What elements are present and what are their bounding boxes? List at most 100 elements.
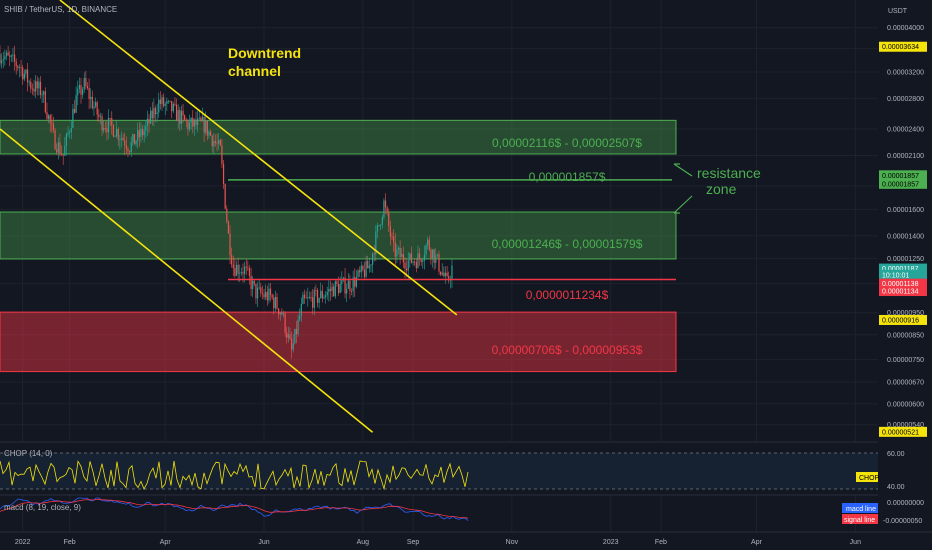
candle-body <box>265 291 267 298</box>
candle-body <box>206 121 208 136</box>
candle-body <box>18 67 21 68</box>
time-tick-label: Sep <box>407 539 420 546</box>
candle-body <box>5 52 8 57</box>
price-tick-label: 0.00002100 <box>887 153 924 160</box>
candle-body <box>414 261 416 263</box>
candle-body <box>341 280 343 285</box>
candle-body <box>336 281 338 285</box>
candle-body <box>67 132 69 135</box>
candle-body <box>26 69 29 83</box>
trendline-1 <box>0 128 374 433</box>
candle-body <box>205 121 207 133</box>
price-axis-unit: USDT <box>888 8 908 15</box>
candle-body <box>260 287 262 294</box>
candle-body <box>384 200 387 208</box>
candle-body <box>73 108 76 113</box>
candle-body <box>418 253 421 260</box>
price-badge <box>879 269 927 280</box>
symbol-header[interactable]: SHIB / TetherUS, 1D, BINANCE <box>4 5 117 14</box>
time-tick-label: Feb <box>655 539 667 546</box>
macd-pane[interactable]: macd (8, 19, close, 9) 0.00000000 -0.000… <box>0 494 924 525</box>
candle-body <box>371 253 374 265</box>
candle-body <box>355 276 357 287</box>
candle-body <box>222 163 225 185</box>
candle-body <box>448 276 450 281</box>
trendlines <box>0 0 458 433</box>
candle-body <box>203 117 205 133</box>
candle-body <box>290 338 293 350</box>
candle-body <box>240 272 242 273</box>
macd-tick-neg: -0.00000050 <box>883 518 922 525</box>
candle-body <box>221 145 223 164</box>
candle-body <box>2 59 4 61</box>
signal-line <box>0 498 469 519</box>
candle-body <box>54 130 56 150</box>
candle-body <box>193 119 195 127</box>
candle-body <box>159 99 161 104</box>
candle-body <box>294 329 296 344</box>
candle-body <box>135 140 137 145</box>
candle-body <box>376 225 379 232</box>
zone-label-lower: 0,00000706$ - 0,00000953$ <box>492 343 643 357</box>
candle-body <box>69 131 71 133</box>
candle-body <box>120 138 123 140</box>
candle-body <box>190 117 192 123</box>
candle-body <box>15 61 17 67</box>
candle-body <box>428 239 430 250</box>
candle-body <box>227 221 230 234</box>
candle-body <box>406 268 408 271</box>
candle-body <box>415 261 417 269</box>
candle-body <box>431 249 434 259</box>
candle-body <box>287 334 289 338</box>
price-tick-label: 0.00000950 <box>887 310 924 317</box>
candle-body <box>20 67 22 68</box>
candle-body <box>312 297 314 308</box>
price-badge <box>879 41 927 52</box>
candle-body <box>72 108 74 128</box>
candle-body <box>365 260 367 277</box>
candle-body <box>357 270 359 277</box>
price-tick-label: 0.00000750 <box>887 357 924 364</box>
candle-body <box>185 120 187 122</box>
candle-body <box>331 286 333 291</box>
time-axis[interactable]: 2022 Feb Apr Jun Aug Sep Nov 2023 Feb Apr Jun <box>15 539 861 546</box>
candle-body <box>363 269 366 277</box>
chop-pane[interactable]: CHOP (14, 0) 60.00 40.00 CHOP <box>0 441 905 494</box>
candle-body <box>258 287 260 289</box>
candle-body <box>57 142 59 153</box>
candle-body <box>88 88 90 99</box>
time-tick-label: Jun <box>258 539 269 546</box>
candle-body <box>367 260 369 269</box>
candle-body <box>255 283 257 299</box>
candle-body <box>352 277 354 292</box>
candle-body <box>117 129 119 140</box>
candle-body <box>124 140 126 146</box>
candle-body <box>410 253 413 263</box>
candle-body <box>451 265 453 280</box>
candle-body <box>195 119 197 125</box>
price-tick-label: 0.00001250 <box>887 256 924 263</box>
candle-body <box>33 88 35 92</box>
candle-body <box>219 140 221 146</box>
candle-body <box>180 110 183 124</box>
candle-body <box>91 96 93 109</box>
candle-body <box>109 118 111 119</box>
price-tick-label: 0.00000540 <box>887 422 924 429</box>
candle-body <box>90 96 92 99</box>
candle-body <box>164 104 166 106</box>
candle-body <box>65 134 68 146</box>
candle-body <box>362 265 364 270</box>
candle-body <box>62 154 64 156</box>
resistance-label-line2: zone <box>706 181 737 197</box>
candle-body <box>86 86 89 89</box>
candle-body <box>39 81 42 96</box>
candle-body <box>244 266 246 274</box>
candle-body <box>297 319 299 335</box>
candle-body <box>114 136 116 137</box>
candle-body <box>401 254 403 258</box>
chop-tag: CHOP <box>859 475 880 482</box>
candle-body <box>370 264 372 266</box>
candle-body <box>177 110 179 121</box>
candle-body <box>394 242 396 257</box>
